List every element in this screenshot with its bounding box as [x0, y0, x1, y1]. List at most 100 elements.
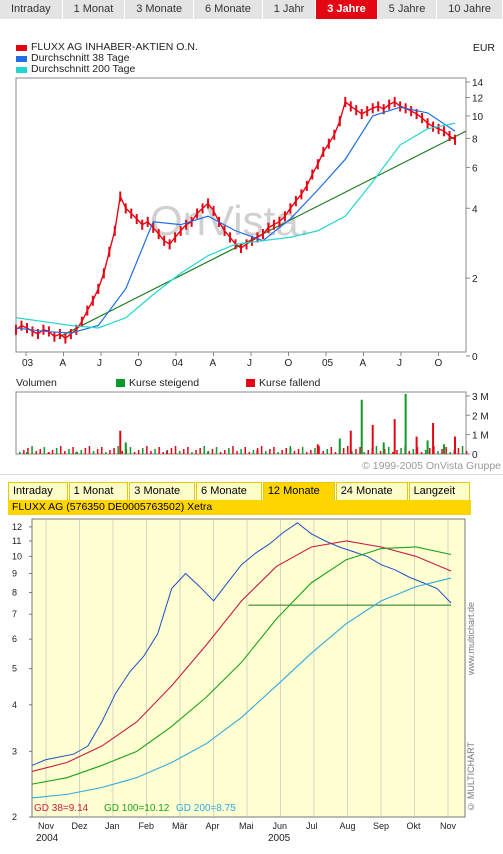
mc-y-label: 10	[12, 551, 22, 561]
volume-bar-small	[379, 451, 382, 454]
x-tick-label: J	[247, 358, 252, 369]
volume-frame	[15, 391, 467, 455]
mc-x-label: Nov	[38, 821, 55, 831]
volume-bar-small	[351, 451, 353, 454]
volume-bar-small	[195, 450, 197, 454]
vol-tick-label: 1 M	[472, 431, 489, 442]
legend-item-1: Durchschnitt 38 Tage	[16, 53, 198, 64]
legend-swatch	[16, 66, 27, 73]
volume-bar-small	[109, 450, 111, 454]
tab-5-jahre[interactable]: 5 Jahre	[377, 0, 438, 19]
bottom-tab-1-monat[interactable]: 1 Monat	[68, 482, 129, 500]
volume-bar-small	[277, 452, 279, 454]
legend-swatch	[16, 44, 27, 51]
volume-bar	[338, 438, 341, 454]
mc-x-label: Jan	[105, 821, 120, 831]
volume-bar-small	[412, 449, 415, 454]
volume-bar-small	[162, 452, 164, 454]
volume-bar-small	[72, 447, 74, 454]
volume-bar-small	[183, 449, 185, 454]
bottom-tab-6-monate[interactable]: 6 Monate	[196, 482, 262, 500]
multichart-copyright: © MULTICHART	[466, 742, 476, 812]
volume-bar-small	[347, 446, 349, 454]
volume-bar-small	[150, 451, 152, 454]
tab-1-jahr[interactable]: 1 Jahr	[262, 0, 317, 19]
volume-bar-small	[228, 448, 230, 454]
price-legend: FLUXX AG INHABER-AKTIEN O.N. Durchschnitt…	[16, 42, 198, 75]
mc-y-label: 9	[12, 568, 17, 578]
volume-bar	[47, 452, 50, 454]
tab-6-monate[interactable]: 6 Monate	[194, 0, 263, 19]
x-tick-label: J	[397, 358, 402, 369]
volume-bar-small	[314, 448, 316, 454]
volume-bar-small	[219, 452, 222, 454]
tab-10-jahre[interactable]: 10 Jahre	[437, 0, 503, 19]
year-label-2004: 2004	[36, 833, 59, 844]
tab-1-monat[interactable]: 1 Monat	[62, 0, 126, 19]
legend-label: Durchschnitt 38 Tage	[31, 52, 130, 64]
volume-bar	[426, 440, 429, 454]
plot-frame	[15, 77, 467, 353]
mc-x-label: Aug	[340, 821, 356, 831]
volume-bar-small	[322, 451, 324, 454]
volume-bar-small	[137, 450, 140, 454]
volume-bar	[25, 452, 28, 454]
volume-bar-small	[64, 451, 66, 454]
volume-bar-small	[92, 451, 95, 454]
tab-3-jahre[interactable]: 3 Jahre	[316, 0, 378, 19]
mc-x-label: Apr	[206, 821, 220, 831]
volume-bar	[124, 442, 127, 454]
mc-x-label: Feb	[139, 821, 155, 831]
volume-bar-small	[400, 448, 402, 454]
volume-bar-small	[39, 449, 41, 454]
falling-swatch	[246, 379, 255, 387]
tab-intraday[interactable]: Intraday	[0, 0, 63, 19]
volume-bar-small	[43, 447, 46, 454]
volume-bar-small	[55, 448, 58, 454]
copyright-onvista: © 1999-2005 OnVista Gruppe	[362, 460, 501, 472]
volume-bar-small	[293, 451, 296, 454]
volume-bar-small	[445, 447, 447, 454]
volume-bar-small	[306, 452, 308, 454]
bottom-tab-12-monate[interactable]: 12 Monate	[262, 482, 335, 500]
bottom-tab-24-monate[interactable]: 24 Monate	[335, 482, 408, 500]
volume-bar	[256, 450, 259, 454]
falling-label: Kurse fallend	[259, 377, 321, 389]
bottom-tab-langzeit[interactable]: Langzeit	[408, 482, 471, 500]
tab-3-monate[interactable]: 3 Monate	[125, 0, 195, 19]
currency-label: EUR	[472, 42, 495, 54]
mc-y-label: 5	[12, 664, 17, 674]
volume-bar-small	[96, 449, 99, 454]
volume-bar	[404, 393, 407, 454]
volume-bar-small	[461, 446, 464, 454]
volume-bar	[207, 451, 210, 454]
volume-bar-small	[388, 447, 390, 454]
volume-bar-small	[51, 450, 54, 454]
mc-plot-frame	[31, 518, 466, 818]
y-tick-label: 12	[472, 94, 484, 105]
volume-bar	[119, 430, 122, 454]
volume-bar	[393, 419, 396, 454]
volume-bar-small	[174, 446, 177, 454]
volume-bar-small	[68, 449, 70, 454]
ma-line-1	[15, 106, 456, 334]
mc-y-label: 7	[12, 609, 17, 619]
volume-bar-small	[187, 447, 189, 454]
multichart-panel: Intraday 1 Monat 3 Monate 6 Monate 12 Monate…	[8, 482, 476, 854]
volume-bar-small	[224, 450, 226, 454]
ma-line-2	[15, 122, 456, 329]
falling-legend: Kurse fallend	[246, 377, 320, 389]
volume-bar-small	[248, 452, 251, 454]
bottom-tab-3-monate[interactable]: 3 Monate	[129, 482, 196, 500]
mc-x-label: Okt	[407, 821, 422, 831]
volume-bar-small	[265, 451, 267, 454]
volume-bar	[454, 436, 457, 454]
volume-bar-small	[158, 447, 160, 454]
vol-tick-label: 3 M	[472, 392, 489, 403]
year-label-2005: 2005	[268, 833, 291, 844]
bottom-tab-intraday[interactable]: Intraday	[8, 482, 68, 500]
volume-bar-small	[142, 448, 144, 454]
volume-bar-small	[240, 449, 242, 454]
volume-bar	[443, 444, 446, 454]
